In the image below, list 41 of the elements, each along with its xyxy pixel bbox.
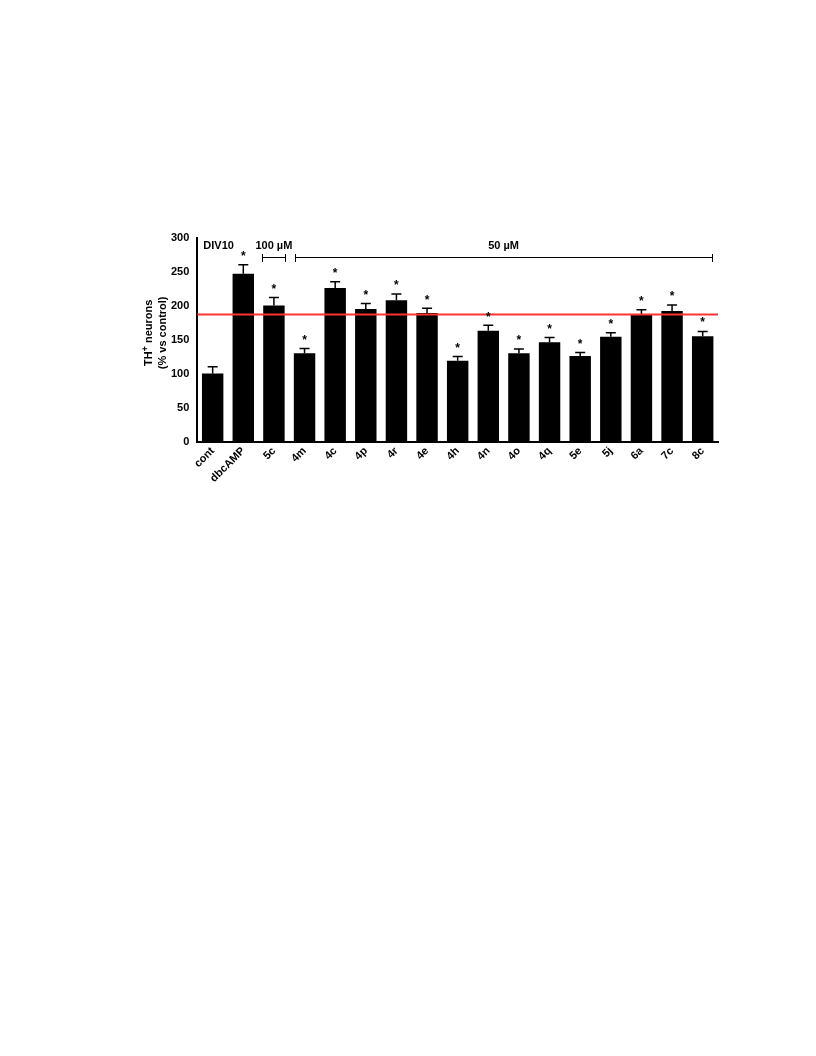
annotation: * (608, 317, 614, 332)
annotation: * (424, 292, 430, 307)
y-tick-label: 100 (170, 366, 190, 379)
x-tick-label: 4o (504, 444, 523, 462)
annotation: * (669, 289, 675, 304)
annotation: * (577, 336, 583, 351)
annotation: * (332, 266, 338, 281)
y-tick-label: 250 (170, 264, 190, 277)
x-tick-label: 4r (384, 443, 401, 461)
x-tick-label: 4p (351, 444, 370, 462)
x-tick-label: 5c (260, 444, 278, 462)
x-tick-label: 4m (288, 444, 309, 465)
annotation: * (700, 315, 706, 330)
y-tick-label: 50 (177, 400, 190, 413)
x-tick-label: 7c (658, 444, 676, 462)
annotation: * (639, 293, 645, 308)
annotation: 100 µM (255, 239, 293, 252)
annotation: * (455, 340, 461, 355)
annotation: * (547, 321, 553, 336)
x-tick-label: 4c (321, 444, 339, 462)
x-tick-label: 4n (474, 444, 493, 462)
x-tick-label: 4q (535, 444, 554, 462)
annotation: * (485, 309, 491, 324)
x-tick-label: 8c (689, 444, 707, 462)
annotation: * (302, 332, 308, 347)
x-tick-label: 6a (627, 443, 646, 462)
y-tick-label: 300 (170, 230, 190, 243)
annotation: * (271, 281, 277, 296)
x-tick-label: 5j (599, 444, 615, 460)
annotation: DIV10 (203, 239, 234, 252)
annotation: 50 µM (488, 239, 520, 252)
y-tick-label: 200 (170, 298, 190, 311)
y-tick-label: 0 (183, 434, 190, 447)
y-tick-label: 150 (170, 332, 190, 345)
x-tick-label: 4e (413, 444, 431, 462)
x-tick-label: 5e (566, 444, 584, 462)
annotation: * (394, 278, 400, 293)
annotation: * (516, 333, 522, 348)
annotation: * (240, 249, 246, 264)
annotation: * (363, 287, 369, 302)
x-tick-label: 4h (443, 444, 462, 462)
